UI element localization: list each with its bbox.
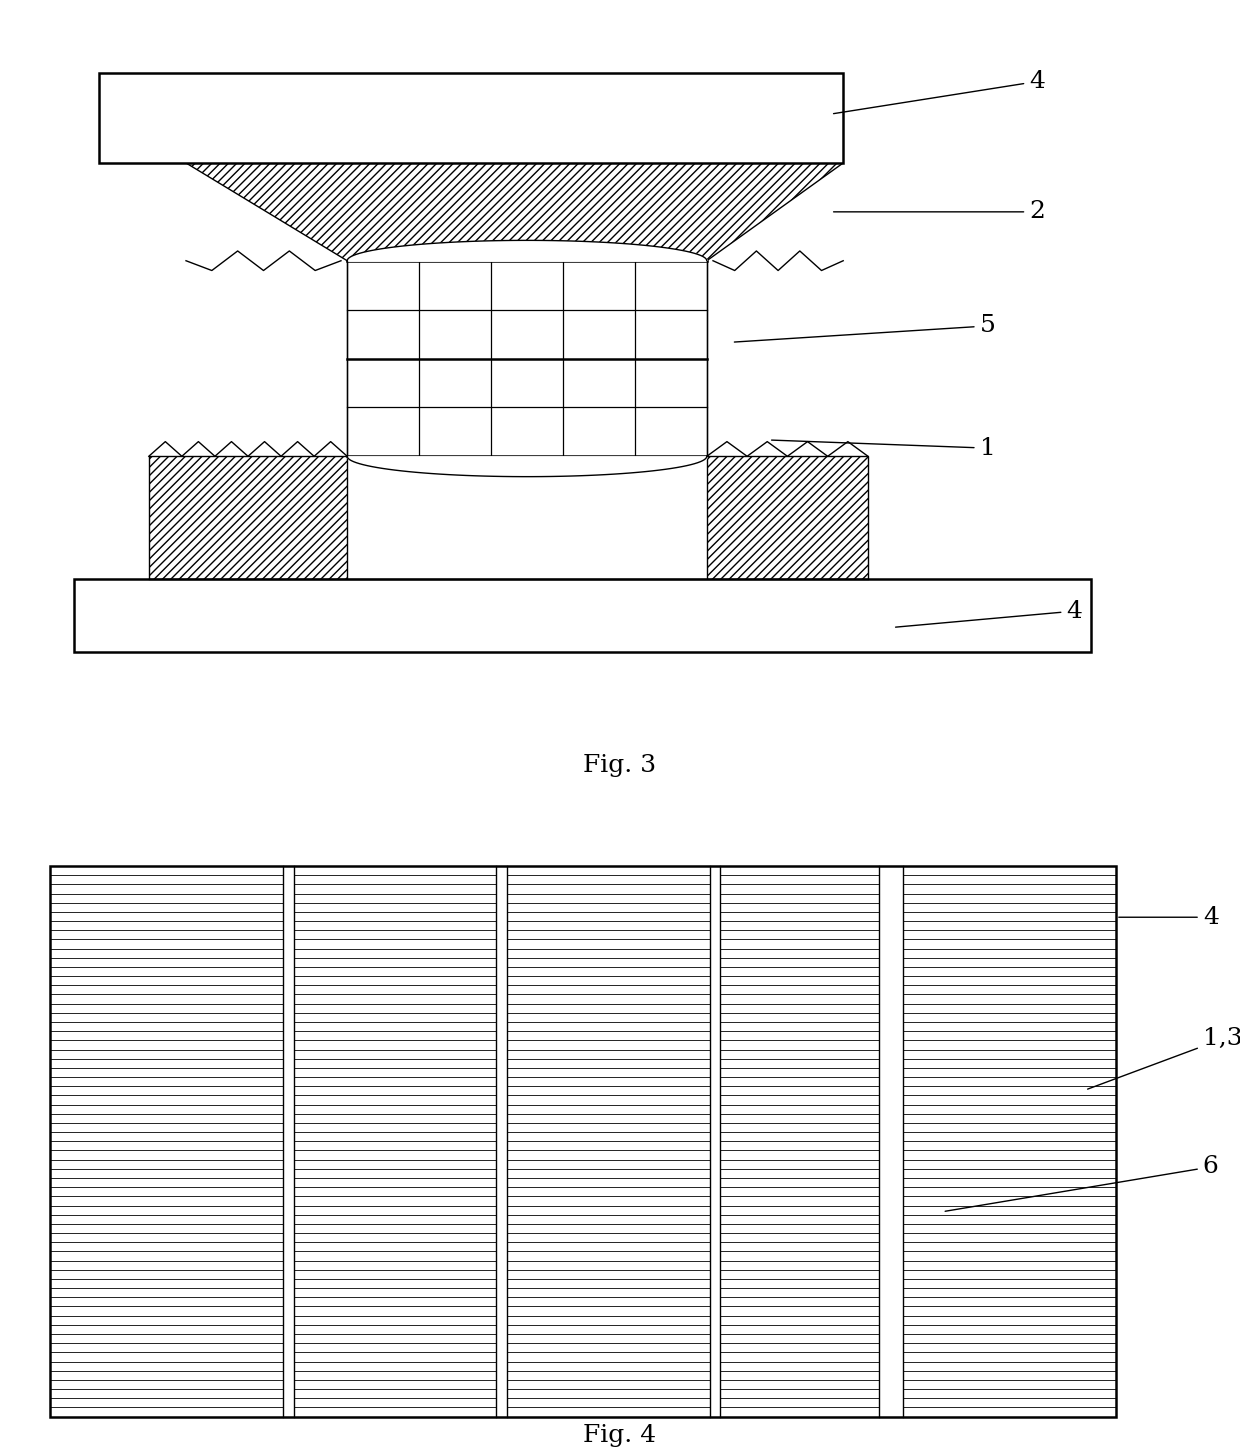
- Text: 4: 4: [833, 70, 1045, 113]
- Text: 4: 4: [1118, 905, 1219, 928]
- Bar: [496, 866, 507, 1417]
- Bar: [50, 866, 1116, 1417]
- Bar: [74, 579, 1091, 652]
- Text: 1: 1: [771, 436, 996, 460]
- Polygon shape: [186, 163, 843, 260]
- Polygon shape: [149, 457, 347, 579]
- Bar: [879, 866, 903, 1417]
- Polygon shape: [707, 457, 868, 579]
- Bar: [50, 866, 1116, 1417]
- Text: 6: 6: [945, 1155, 1219, 1211]
- Text: Fig. 3: Fig. 3: [584, 754, 656, 777]
- Text: Fig. 4: Fig. 4: [584, 1424, 656, 1448]
- Text: 5: 5: [734, 314, 996, 342]
- Bar: [709, 866, 720, 1417]
- Bar: [347, 260, 707, 457]
- Text: 2: 2: [833, 201, 1045, 224]
- Text: 4: 4: [895, 599, 1083, 627]
- Bar: [283, 866, 294, 1417]
- Bar: [99, 73, 843, 163]
- Text: 1,3: 1,3: [1087, 1027, 1240, 1090]
